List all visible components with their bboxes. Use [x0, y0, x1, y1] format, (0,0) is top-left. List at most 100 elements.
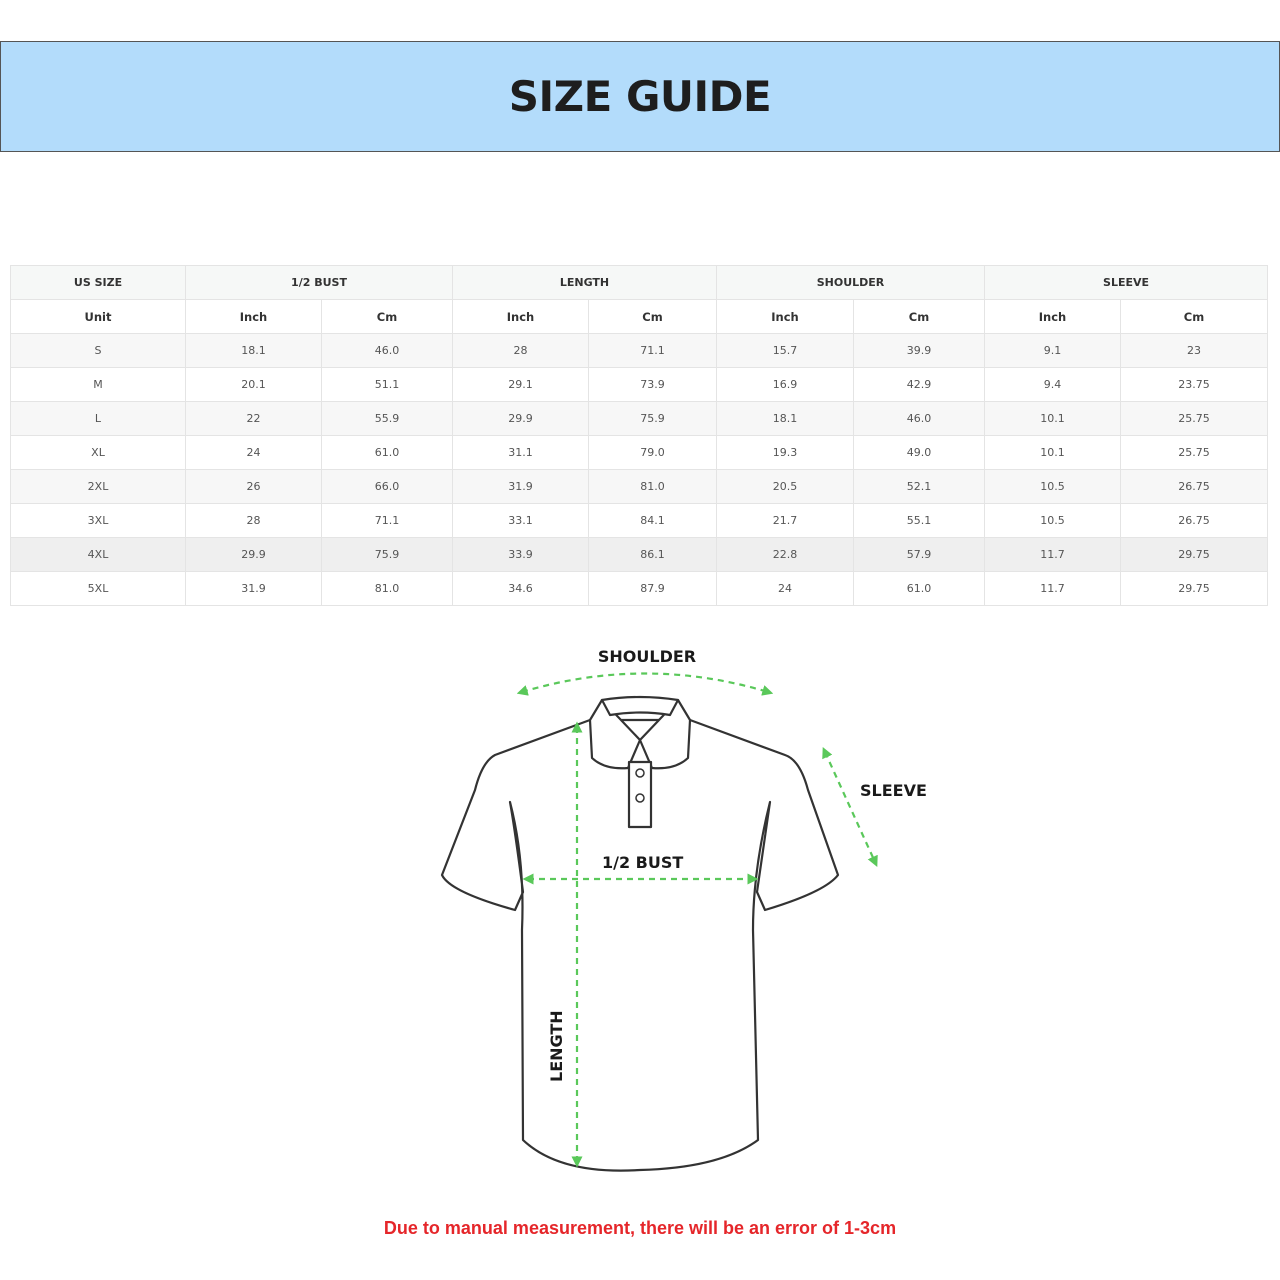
table-row: M 20.1 51.1 29.1 73.9 16.9 42.9 9.4 23.75 — [10, 367, 1269, 402]
group-header-row: US SIZE 1/2 BUST LENGTH SHOULDER SLEEVE — [10, 265, 1269, 300]
bust-label: 1/2 BUST — [602, 853, 683, 872]
value-cell: 26 — [185, 469, 322, 504]
shoulder-arrow — [516, 672, 774, 696]
size-table: US SIZE 1/2 BUST LENGTH SHOULDER SLEEVE … — [10, 265, 1269, 606]
value-cell: 73.9 — [588, 367, 717, 402]
title-banner: SIZE GUIDE — [0, 41, 1280, 152]
value-cell: 26.75 — [1120, 469, 1269, 504]
value-cell: 21.7 — [716, 503, 854, 538]
sleeve-arrow — [822, 746, 878, 868]
unit-cell: Inch — [452, 299, 589, 334]
value-cell: 9.4 — [984, 367, 1122, 402]
value-cell: 31.9 — [185, 571, 322, 606]
header-sleeve: SLEEVE — [984, 265, 1269, 300]
value-cell: 81.0 — [321, 571, 453, 606]
value-cell: 29.75 — [1120, 537, 1269, 572]
shirt-outline — [440, 695, 840, 1172]
value-cell: 20.1 — [185, 367, 322, 402]
value-cell: 22.8 — [716, 537, 854, 572]
value-cell: 71.1 — [321, 503, 453, 538]
header-shoulder: SHOULDER — [715, 265, 986, 300]
unit-cell: Cm — [321, 299, 453, 334]
value-cell: 29.9 — [452, 401, 589, 436]
value-cell: 29.9 — [185, 537, 322, 572]
table-row: 4XL 29.9 75.9 33.9 86.1 22.8 57.9 11.7 29.75 — [10, 537, 1269, 572]
value-cell: 10.1 — [984, 401, 1122, 436]
value-cell: 18.1 — [185, 333, 322, 368]
value-cell: 26.75 — [1120, 503, 1269, 538]
value-cell: 9.1 — [984, 333, 1122, 368]
measure-arrows — [516, 672, 878, 1168]
value-cell: 61.0 — [321, 435, 453, 470]
value-cell: 19.3 — [716, 435, 854, 470]
header-us-size: US SIZE — [10, 265, 186, 300]
button-icon — [635, 793, 645, 803]
value-cell: 31.1 — [452, 435, 589, 470]
table-row: S 18.1 46.0 28 71.1 15.7 39.9 9.1 23 — [10, 333, 1269, 368]
value-cell: 23 — [1120, 333, 1269, 368]
value-cell: 34.6 — [452, 571, 589, 606]
value-cell: 24 — [716, 571, 854, 606]
value-cell: 18.1 — [716, 401, 854, 436]
value-cell: 31.9 — [452, 469, 589, 504]
measurement-diagram: SHOULDER SLEEVE 1/2 BUST LENGTH — [420, 630, 960, 1190]
unit-cell: Unit — [10, 299, 186, 334]
value-cell: 52.1 — [852, 469, 986, 504]
value-cell: 75.9 — [321, 537, 453, 572]
header-bust: 1/2 BUST — [185, 265, 453, 300]
value-cell: 39.9 — [852, 333, 986, 368]
size-cell: L — [10, 401, 186, 436]
value-cell: 46.0 — [852, 401, 986, 436]
length-label: LENGTH — [547, 1010, 566, 1082]
size-cell: XL — [10, 435, 186, 470]
value-cell: 25.75 — [1120, 401, 1269, 436]
value-cell: 10.1 — [984, 435, 1122, 470]
value-cell: 23.75 — [1120, 367, 1269, 402]
size-cell: 3XL — [10, 503, 186, 538]
value-cell: 51.1 — [321, 367, 453, 402]
value-cell: 42.9 — [852, 367, 986, 402]
polo-shirt-illustration: SHOULDER SLEEVE 1/2 BUST LENGTH — [440, 647, 927, 1172]
value-cell: 10.5 — [984, 469, 1122, 504]
value-cell: 81.0 — [588, 469, 717, 504]
table-row: 5XL 31.9 81.0 34.6 87.9 24 61.0 11.7 29.75 — [10, 571, 1269, 606]
table-row: XL 24 61.0 31.1 79.0 19.3 49.0 10.1 25.75 — [10, 435, 1269, 470]
value-cell: 71.1 — [588, 333, 717, 368]
value-cell: 33.9 — [452, 537, 589, 572]
value-cell: 28 — [452, 333, 589, 368]
value-cell: 20.5 — [716, 469, 854, 504]
size-cell: S — [10, 333, 186, 368]
unit-cell: Inch — [185, 299, 322, 334]
unit-cell: Cm — [1120, 299, 1269, 334]
value-cell: 11.7 — [984, 571, 1122, 606]
size-cell: 2XL — [10, 469, 186, 504]
value-cell: 55.1 — [852, 503, 986, 538]
value-cell: 25.75 — [1120, 435, 1269, 470]
shoulder-label: SHOULDER — [598, 647, 696, 666]
unit-cell: Cm — [588, 299, 717, 334]
unit-cell: Inch — [716, 299, 854, 334]
button-icon — [635, 768, 645, 778]
value-cell: 33.1 — [452, 503, 589, 538]
value-cell: 86.1 — [588, 537, 717, 572]
table-row: 2XL 26 66.0 31.9 81.0 20.5 52.1 10.5 26.75 — [10, 469, 1269, 504]
value-cell: 87.9 — [588, 571, 717, 606]
value-cell: 75.9 — [588, 401, 717, 436]
unit-cell: Inch — [984, 299, 1122, 334]
value-cell: 79.0 — [588, 435, 717, 470]
value-cell: 66.0 — [321, 469, 453, 504]
table-body: S 18.1 46.0 28 71.1 15.7 39.9 9.1 23 M 20.1 51.1 29.… — [10, 333, 1269, 606]
value-cell: 46.0 — [321, 333, 453, 368]
value-cell: 49.0 — [852, 435, 986, 470]
value-cell: 55.9 — [321, 401, 453, 436]
unit-row: Unit Inch Cm Inch Cm Inch Cm Inch Cm — [10, 299, 1269, 334]
unit-cell: Cm — [852, 299, 986, 334]
page-title: SIZE GUIDE — [508, 72, 772, 121]
value-cell: 29.75 — [1120, 571, 1269, 606]
value-cell: 57.9 — [852, 537, 986, 572]
value-cell: 28 — [185, 503, 322, 538]
table-row: L 22 55.9 29.9 75.9 18.1 46.0 10.1 25.75 — [10, 401, 1269, 436]
value-cell: 11.7 — [984, 537, 1122, 572]
value-cell: 24 — [185, 435, 322, 470]
size-cell: 4XL — [10, 537, 186, 572]
